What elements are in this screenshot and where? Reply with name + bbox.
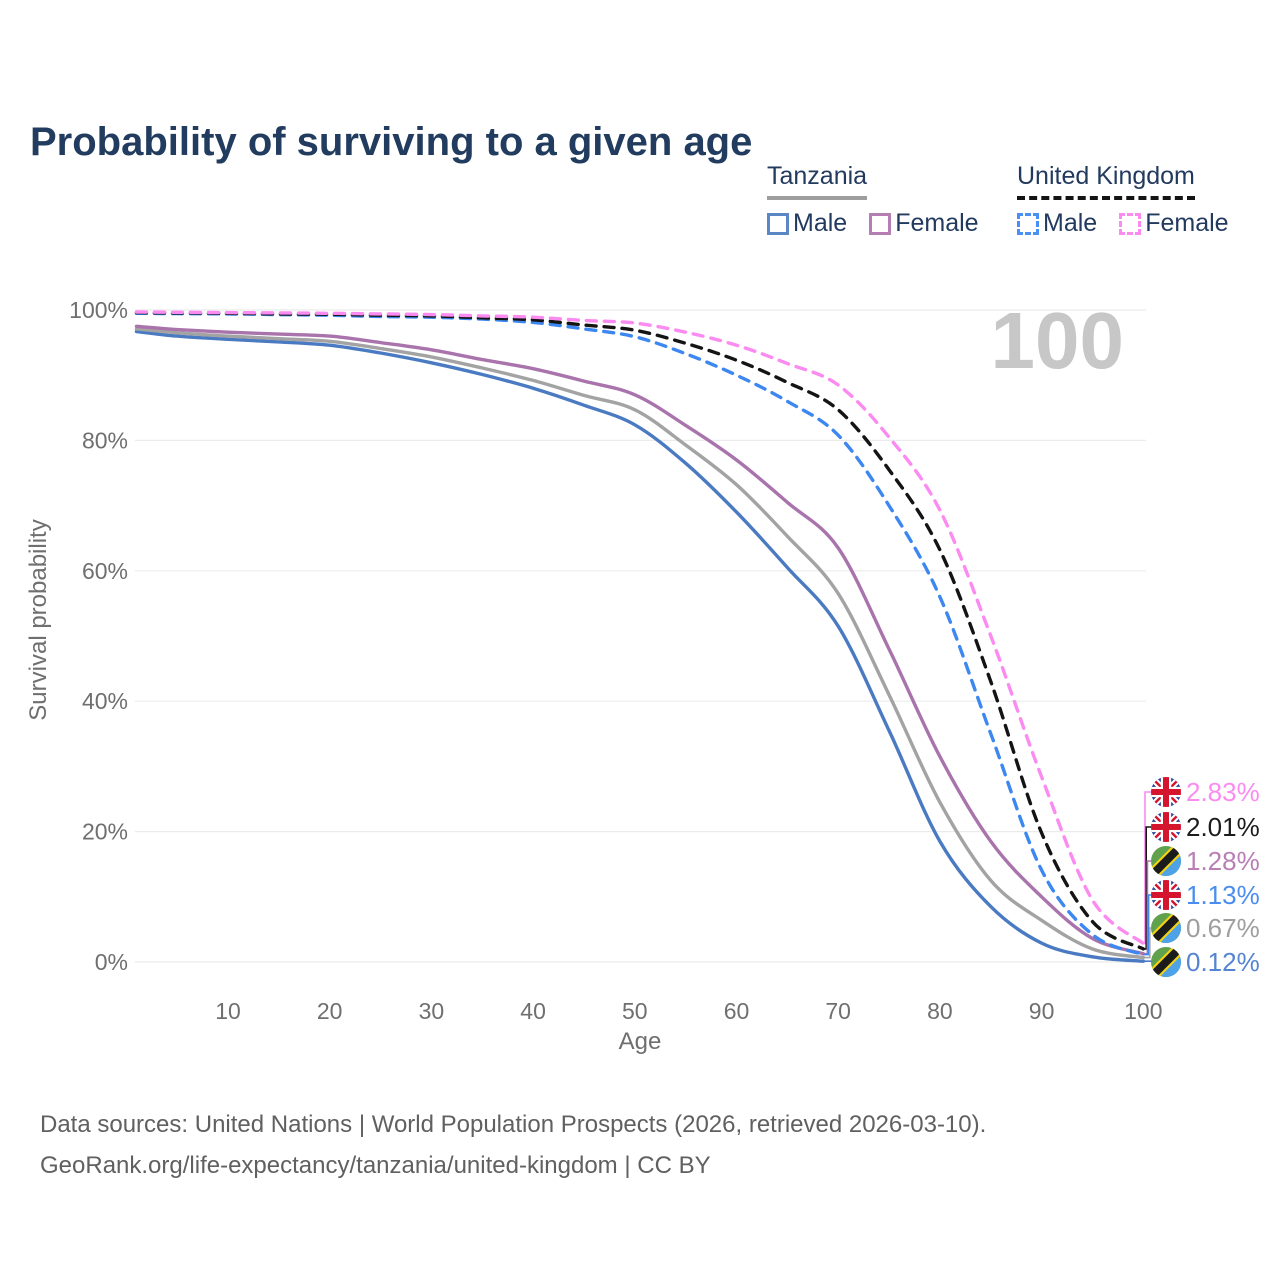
end-labels: 2.83% 2.01% 1.28% 1.13%0.67% 0.12% <box>1143 777 1260 979</box>
legend-item-uk-female[interactable]: Female <box>1119 209 1229 238</box>
legend-label: Male <box>1043 209 1098 237</box>
tanzania-male-swatch <box>767 212 789 235</box>
end-value-label: 1.28% <box>1186 846 1260 876</box>
end-value-label: 1.13% <box>1186 880 1260 910</box>
x-tick-label: 50 <box>622 998 648 1024</box>
y-tick-label: 20% <box>82 819 128 845</box>
uk-male-swatch <box>1017 212 1039 235</box>
flag-icon-tz <box>1149 844 1183 878</box>
legend-label: Male <box>793 209 848 237</box>
x-tick-label: 20 <box>317 998 343 1024</box>
end-label-connector <box>1143 960 1152 962</box>
legend-group-tanzania: Tanzania Male Female <box>767 162 1001 238</box>
flag-icon-tz <box>1149 911 1183 945</box>
legend-label: Female <box>895 209 979 237</box>
end-value-label: 0.67% <box>1186 913 1260 943</box>
legend: Tanzania Male Female United Kingdom Male… <box>0 162 1280 252</box>
axis-labels: 0% 20% 40% 60% 80% 100% 10 20 30 40 50 60 70 80 90 100 A… <box>25 297 1162 1055</box>
x-tick-label: 80 <box>927 998 953 1024</box>
flag-icon-uk <box>1151 880 1181 910</box>
x-axis-title: Age <box>619 1028 662 1055</box>
attribution-line: GeoRank.org/life-expectancy/tanzania/uni… <box>40 1152 711 1179</box>
end-value-label: 2.83% <box>1186 777 1260 807</box>
legend-label: Female <box>1145 209 1229 237</box>
y-tick-label: 0% <box>95 949 128 975</box>
flag-icon-uk <box>1151 777 1181 807</box>
source-footer: Data sources: United Nations | World Pop… <box>40 1104 986 1186</box>
x-tick-label: 100 <box>1124 998 1162 1024</box>
legend-group-united-kingdom: United Kingdom Male Female <box>1017 162 1251 238</box>
series-line-tanzania-both-sexes[interactable] <box>134 327 1145 960</box>
series-line-tanzania-female[interactable] <box>134 324 1145 956</box>
x-tick-label: 60 <box>724 998 750 1024</box>
legend-item-tanzania-female[interactable]: Female <box>869 209 979 238</box>
age-watermark: 100 <box>991 296 1124 385</box>
y-axis-title: Survival probability <box>25 519 52 720</box>
current-age-watermark: 100 <box>991 296 1124 385</box>
x-tick-label: 10 <box>215 998 241 1024</box>
flag-icon-uk <box>1151 812 1181 842</box>
legend-item-tanzania-male[interactable]: Male <box>767 209 847 238</box>
end-value-label: 2.01% <box>1186 812 1260 842</box>
x-tick-label: 90 <box>1029 998 1055 1024</box>
y-tick-label: 100% <box>69 297 128 323</box>
data-sources-line: Data sources: United Nations | World Pop… <box>40 1111 987 1138</box>
legend-country-united-kingdom[interactable]: United Kingdom <box>1017 162 1195 200</box>
legend-country-tanzania[interactable]: Tanzania <box>767 162 868 200</box>
series-lines <box>134 310 1145 963</box>
tanzania-female-swatch <box>869 212 892 235</box>
series-line-united-kingdom-male[interactable] <box>134 311 1145 957</box>
x-tick-label: 40 <box>520 998 546 1024</box>
series-line-united-kingdom-female[interactable] <box>134 310 1145 946</box>
uk-female-swatch <box>1119 212 1142 235</box>
end-label-connector <box>1143 927 1151 959</box>
y-tick-label: 80% <box>82 427 128 453</box>
gridlines <box>135 309 1146 963</box>
series-line-tanzania-male[interactable] <box>134 329 1145 963</box>
end-label-connector <box>1143 826 1151 950</box>
legend-item-uk-male[interactable]: Male <box>1017 209 1097 238</box>
y-tick-label: 40% <box>82 688 128 714</box>
page-title: Probability of surviving to a given age <box>30 119 753 164</box>
x-tick-label: 30 <box>419 998 445 1024</box>
series-line-united-kingdom-both-sexes[interactable] <box>134 310 1145 951</box>
end-value-label: 0.12% <box>1186 947 1260 977</box>
end-label-connector <box>1143 894 1151 956</box>
flag-icon-tz <box>1149 945 1183 979</box>
end-label-connector <box>1143 791 1151 945</box>
x-tick-label: 70 <box>825 998 851 1024</box>
end-label-connector <box>1143 860 1151 955</box>
y-tick-label: 60% <box>82 558 128 584</box>
